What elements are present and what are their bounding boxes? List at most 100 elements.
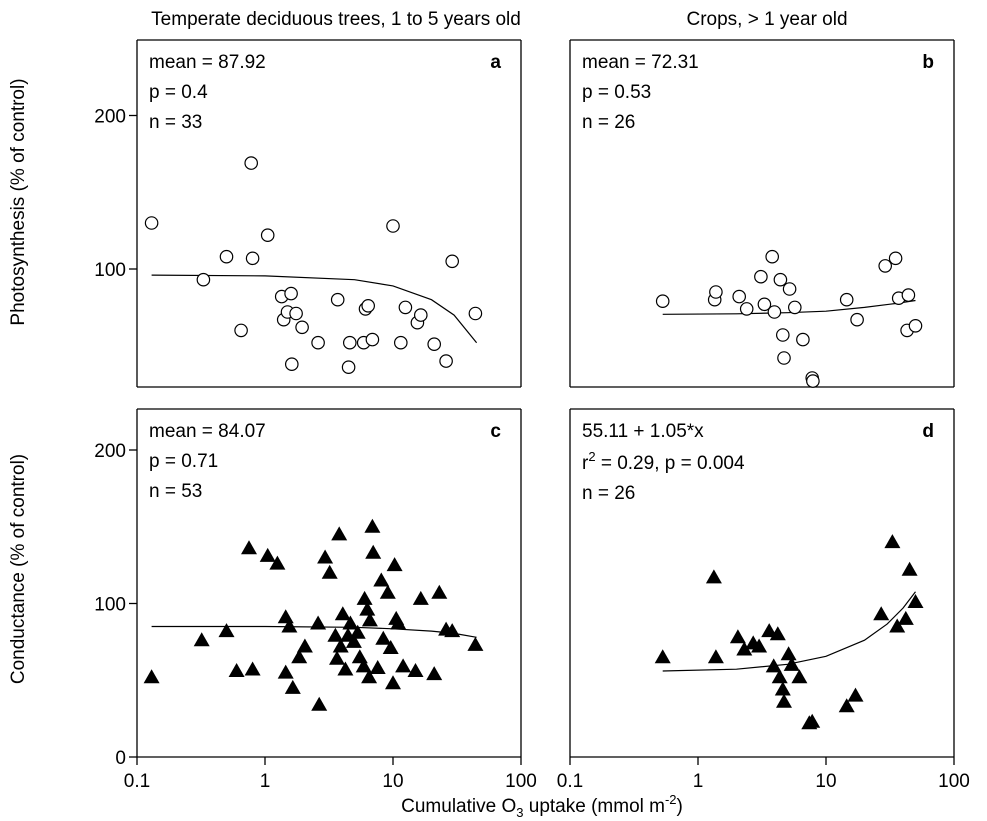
data-point [398,300,413,315]
data-point [296,638,313,653]
x-tick-label: 0.1 [557,771,583,792]
y-tick-label: 0 [115,748,126,769]
stats-line: mean = 72.31 [582,52,699,73]
data-point [365,332,380,347]
stats-line: p = 0.53 [582,82,651,103]
data-point [444,623,461,638]
stats-line: n = 26 [582,112,635,133]
data-point [897,610,914,625]
data-point [218,623,235,638]
data-point [780,646,797,661]
data-point [310,615,327,630]
data-point [390,615,407,630]
data-point [330,292,345,307]
data-point [289,306,303,321]
data-point [757,297,772,312]
stats-line: p = 0.4 [149,82,208,103]
data-point [345,633,362,648]
data-point [284,679,301,694]
data-point [269,555,286,570]
data-point [277,664,294,679]
data-point [356,590,373,605]
fit-line [662,591,916,672]
x-tick-label: 1 [260,771,271,792]
x-tick-label: 10 [382,771,403,792]
panel-letter: d [922,421,934,442]
data-point [351,649,368,664]
x-tick-label: 100 [938,771,970,792]
data-point [349,624,366,639]
data-point [739,302,754,316]
stats-line: mean = 84.07 [149,421,266,442]
data-point [467,636,484,651]
y-axis-label-photosynthesis: Photosynthesis (% of control) [8,78,29,325]
data-point [729,629,746,644]
stats-line: p = 0.71 [149,451,218,472]
data-point [775,328,790,342]
data-point [241,540,257,555]
stats-line: n = 26 [582,483,635,504]
y-tick-label: 200 [94,107,126,128]
data-point [427,337,441,351]
data-point [901,561,918,576]
stats-line: n = 53 [149,481,202,502]
data-point [468,306,483,321]
data-point [908,318,923,333]
data-point [355,658,372,673]
panel-d: 0.1 1 10 100 55.11 + 1.05*x r2 = 0.29, p = 0.… [557,408,970,792]
data-point [654,649,671,664]
x-tick-label: 100 [505,771,537,792]
stats-line: n = 33 [149,112,202,133]
data-point [783,656,800,671]
panel-b: mean = 72.31 p = 0.53 n = 26 b [569,39,955,388]
data-point [847,687,864,702]
data-point [884,534,901,549]
data-point [782,282,797,296]
data-point [655,294,670,308]
data-point [244,156,258,170]
data-point [773,272,788,287]
data-point [244,661,261,676]
y-tick-label: 100 [94,260,126,281]
x-axis-label-mid: uptake (mmol m [523,796,664,817]
data-point [361,298,375,313]
data-point [751,638,768,653]
data-point [341,360,356,374]
data-point [359,601,376,616]
data-point [732,289,746,304]
data-point [754,269,768,284]
data-point [369,660,386,674]
data-point [426,666,443,681]
data-point [260,228,275,242]
data-point [907,594,924,608]
data-point [776,693,792,708]
data-point [439,354,453,368]
data-point [311,335,325,350]
data-point [284,286,298,301]
data-point [284,357,299,371]
x-tick-label: 1 [693,771,704,792]
data-point [342,615,359,630]
stats-r-rest: = 0.29, p = 0.004 [596,453,745,474]
data-point [361,669,378,684]
data-point [144,216,159,230]
data-point [385,675,401,690]
data-point [386,557,403,572]
data-point [281,618,298,633]
y-axis-label-conductance: Conductance (% of control) [8,454,29,684]
data-point [311,696,328,711]
data-point [767,305,782,319]
stats-line: 55.11 + 1.05*x [582,421,704,442]
data-point [839,292,854,307]
data-point [413,308,428,322]
panel-letter: c [490,421,501,442]
data-point [873,606,890,621]
stats-line: r2 = 0.29, p = 0.004 [582,449,745,474]
data-point [219,249,234,264]
data-point [431,584,448,599]
data-point [709,285,723,299]
data-point [445,254,459,269]
data-point [407,663,424,677]
panel-c: 200 100 00.1 1 10 100 mean = 84.07 p = 0.71 n = … [94,408,537,792]
